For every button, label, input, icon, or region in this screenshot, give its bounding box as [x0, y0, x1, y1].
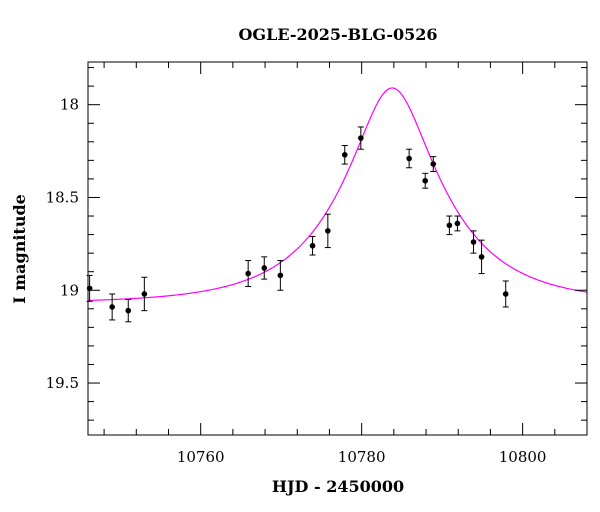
- point-marker: [109, 304, 115, 310]
- data-point: [357, 126, 364, 150]
- point-marker: [430, 161, 437, 167]
- data-points-layer: [86, 126, 509, 323]
- point-marker: [341, 151, 348, 158]
- y-tick-label: 18: [60, 96, 79, 114]
- data-point: [245, 260, 252, 288]
- point-marker: [406, 155, 412, 162]
- y-tick-label: 19.5: [46, 374, 79, 392]
- data-point: [406, 148, 413, 169]
- data-point: [141, 276, 148, 312]
- y-tick-label: 18.5: [46, 188, 79, 206]
- data-point: [125, 299, 132, 323]
- point-marker: [422, 177, 429, 184]
- axis-ticks-layer: 10760 10780 10800 18 18.5 19 19.5: [46, 62, 588, 466]
- x-tick-label: 10780: [338, 448, 386, 466]
- chart-title: OGLE-2025-BLG-0526: [238, 25, 437, 44]
- point-marker: [454, 220, 461, 227]
- model-curve-layer: [87, 87, 588, 302]
- data-point: [341, 145, 348, 165]
- point-marker: [309, 242, 316, 249]
- point-marker: [502, 291, 509, 297]
- data-point: [309, 235, 316, 256]
- data-point: [109, 293, 116, 321]
- point-marker: [446, 222, 453, 229]
- point-marker: [261, 265, 268, 271]
- data-point: [502, 280, 509, 308]
- x-tick-label: 10760: [177, 448, 225, 466]
- y-axis-label: I magnitude: [10, 194, 29, 304]
- point-marker: [325, 228, 331, 234]
- point-marker: [478, 254, 485, 260]
- point-marker: [125, 307, 132, 314]
- data-point: [277, 260, 284, 291]
- point-marker: [245, 270, 251, 277]
- data-point: [478, 239, 485, 275]
- x-axis-label: HJD - 2450000: [272, 477, 404, 496]
- model-curve: [87, 87, 588, 302]
- data-point: [261, 256, 268, 280]
- point-marker: [470, 239, 477, 245]
- data-point: [470, 230, 477, 254]
- data-point: [446, 215, 453, 236]
- data-point: [454, 215, 461, 232]
- x-tick-label: 10800: [499, 448, 547, 466]
- point-marker: [277, 272, 284, 279]
- point-marker: [141, 291, 148, 297]
- data-point: [430, 156, 437, 172]
- point-marker: [358, 135, 364, 141]
- data-point: [324, 213, 331, 249]
- y-tick-label: 19: [60, 281, 79, 299]
- plot-frame: [87, 61, 588, 436]
- data-point: [422, 172, 429, 189]
